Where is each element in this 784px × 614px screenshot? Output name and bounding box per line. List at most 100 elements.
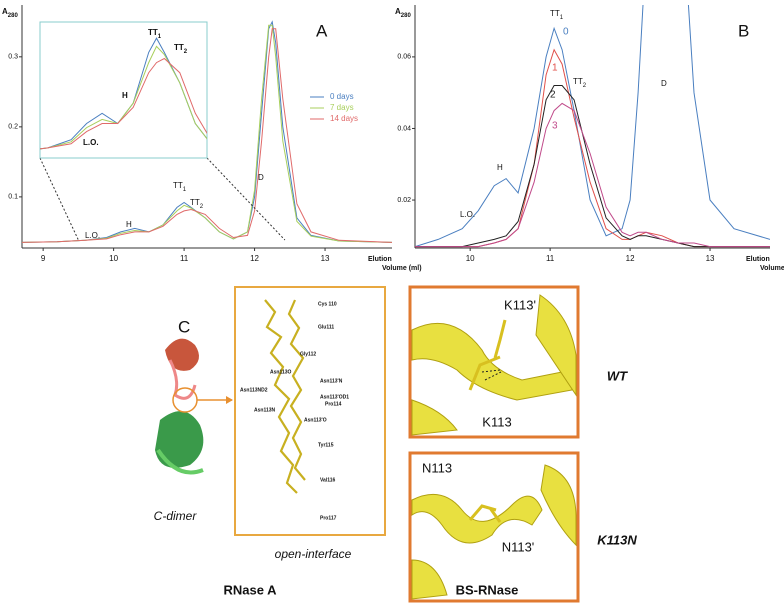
variant-label: WT [607, 368, 628, 383]
series-label: 2 [550, 90, 556, 101]
caption: open-interface [275, 547, 352, 561]
legend-label: 7 days [330, 103, 354, 112]
residue-label: Pro117 [320, 515, 337, 521]
x-axis-label: Volume (ml) [382, 265, 422, 272]
x-axis-label: Elution [746, 256, 770, 263]
wt-structure [411, 294, 577, 436]
annotation-sub: 1 [560, 15, 564, 21]
annotation-sub: 1 [158, 34, 162, 40]
annotation: L.O. [460, 210, 475, 219]
caption: BS-RNase [456, 582, 519, 597]
zoom-guide [206, 157, 286, 241]
residue-label: Asn113'O [304, 417, 327, 423]
annotation-text: D [258, 173, 264, 182]
annotation-text: L.O. [460, 210, 475, 219]
annotation: TT2 [190, 198, 204, 209]
residue-label: Cys 110 [318, 301, 337, 307]
panel-letter: A [316, 21, 328, 40]
residue-label: Glu111 [318, 324, 334, 330]
inset-frame [39, 21, 208, 159]
y-axis-label-main: A [2, 7, 8, 16]
annotation-text: TT [148, 28, 158, 37]
annotation: TT1 [173, 181, 187, 192]
x-tick-label: 12 [250, 254, 259, 263]
residue-label: Gly112 [300, 351, 316, 357]
y-tick-label: 0.1 [8, 194, 18, 201]
annotation-text: TT [173, 181, 183, 190]
x-tick-label: 10 [109, 254, 118, 263]
series-label: 1 [552, 63, 558, 74]
annotation-text: TT [550, 9, 560, 18]
annotation-text: TT [573, 77, 583, 86]
y-tick-label: 0.04 [397, 125, 411, 132]
y-tick-label: 0.3 [8, 54, 18, 61]
residue-label: K113' [504, 297, 536, 312]
x-tick-label: 13 [706, 254, 715, 263]
annotation: H [122, 91, 128, 100]
series-line [415, 102, 770, 248]
annotation: TT2 [573, 77, 587, 88]
structure-box [234, 286, 386, 536]
panel-letter: B [738, 21, 749, 40]
annotation-text: D [661, 79, 667, 88]
residue-label: Asn113'OD1 [320, 394, 349, 400]
residue-label: Asn113'N [320, 378, 343, 384]
c-dimer-cartoon [155, 338, 233, 475]
x-tick-label: 10 [466, 254, 475, 263]
annotation: D [258, 173, 264, 182]
variant-label: K113N [597, 532, 637, 547]
residue-label: Val116 [320, 477, 336, 483]
residue-labels: Cys 110 Glu111 Gly112 Asn113O Asn113'N Asn113… [240, 301, 349, 521]
y-axis-label: A280 [395, 7, 411, 18]
annotation: L.O. [83, 138, 99, 147]
annotation-text: L.O. [83, 138, 99, 147]
y-axis-label-sub: 280 [401, 13, 412, 19]
annotation: H [126, 220, 132, 229]
legend-label: 0 days [330, 92, 354, 101]
x-axis-label: Volume (ml) [760, 265, 784, 272]
annotation-text: H [126, 220, 132, 229]
x-tick-label: 13 [321, 254, 330, 263]
x-tick-label: 11 [546, 254, 555, 263]
annotation-sub: 2 [200, 204, 204, 210]
residue-label: N113' [502, 539, 535, 554]
annotation-sub: 2 [184, 49, 188, 55]
y-tick-label: 0.02 [397, 197, 411, 204]
residue-label: Asn113O [270, 369, 292, 375]
annotation-sub: 2 [583, 83, 587, 89]
y-tick-label: 0.2 [8, 124, 18, 131]
y-tick-label: 0.06 [397, 54, 411, 61]
annotation: TT1 [148, 28, 162, 39]
annotation: D [661, 79, 667, 88]
wt-sticks [468, 319, 507, 391]
x-tick-label: 9 [41, 254, 46, 263]
structure-sticks [264, 299, 306, 494]
series-line [22, 24, 392, 243]
caption: RNase A [224, 582, 278, 597]
annotation-text: H [122, 91, 128, 100]
annotation: TT1 [550, 9, 564, 20]
legend-label: 14 days [330, 114, 358, 123]
annotation: TT2 [174, 43, 188, 54]
residue-label: K113 [482, 414, 511, 429]
annotation-text: H [497, 163, 503, 172]
residue-label: Asn113ND2 [240, 387, 268, 393]
caption: C-dimer [154, 509, 198, 523]
series-line [415, 5, 770, 248]
inset-line [40, 45, 207, 150]
annotation: L.O. [85, 231, 100, 240]
annotation-text: L.O. [85, 231, 100, 240]
y-axis-label-main: A [395, 7, 401, 16]
y-axis-label-sub: 280 [8, 13, 19, 19]
plot-area [415, 5, 770, 248]
residue-label: Asn113N [254, 407, 276, 413]
mutant-structure [411, 464, 577, 600]
inset-plot [40, 37, 207, 150]
series-label: 0 [563, 27, 569, 38]
residue-label: N113 [422, 460, 452, 475]
residue-label: Pro114 [325, 401, 342, 407]
inset-line [40, 57, 207, 150]
annotation-sub: 1 [183, 187, 187, 193]
